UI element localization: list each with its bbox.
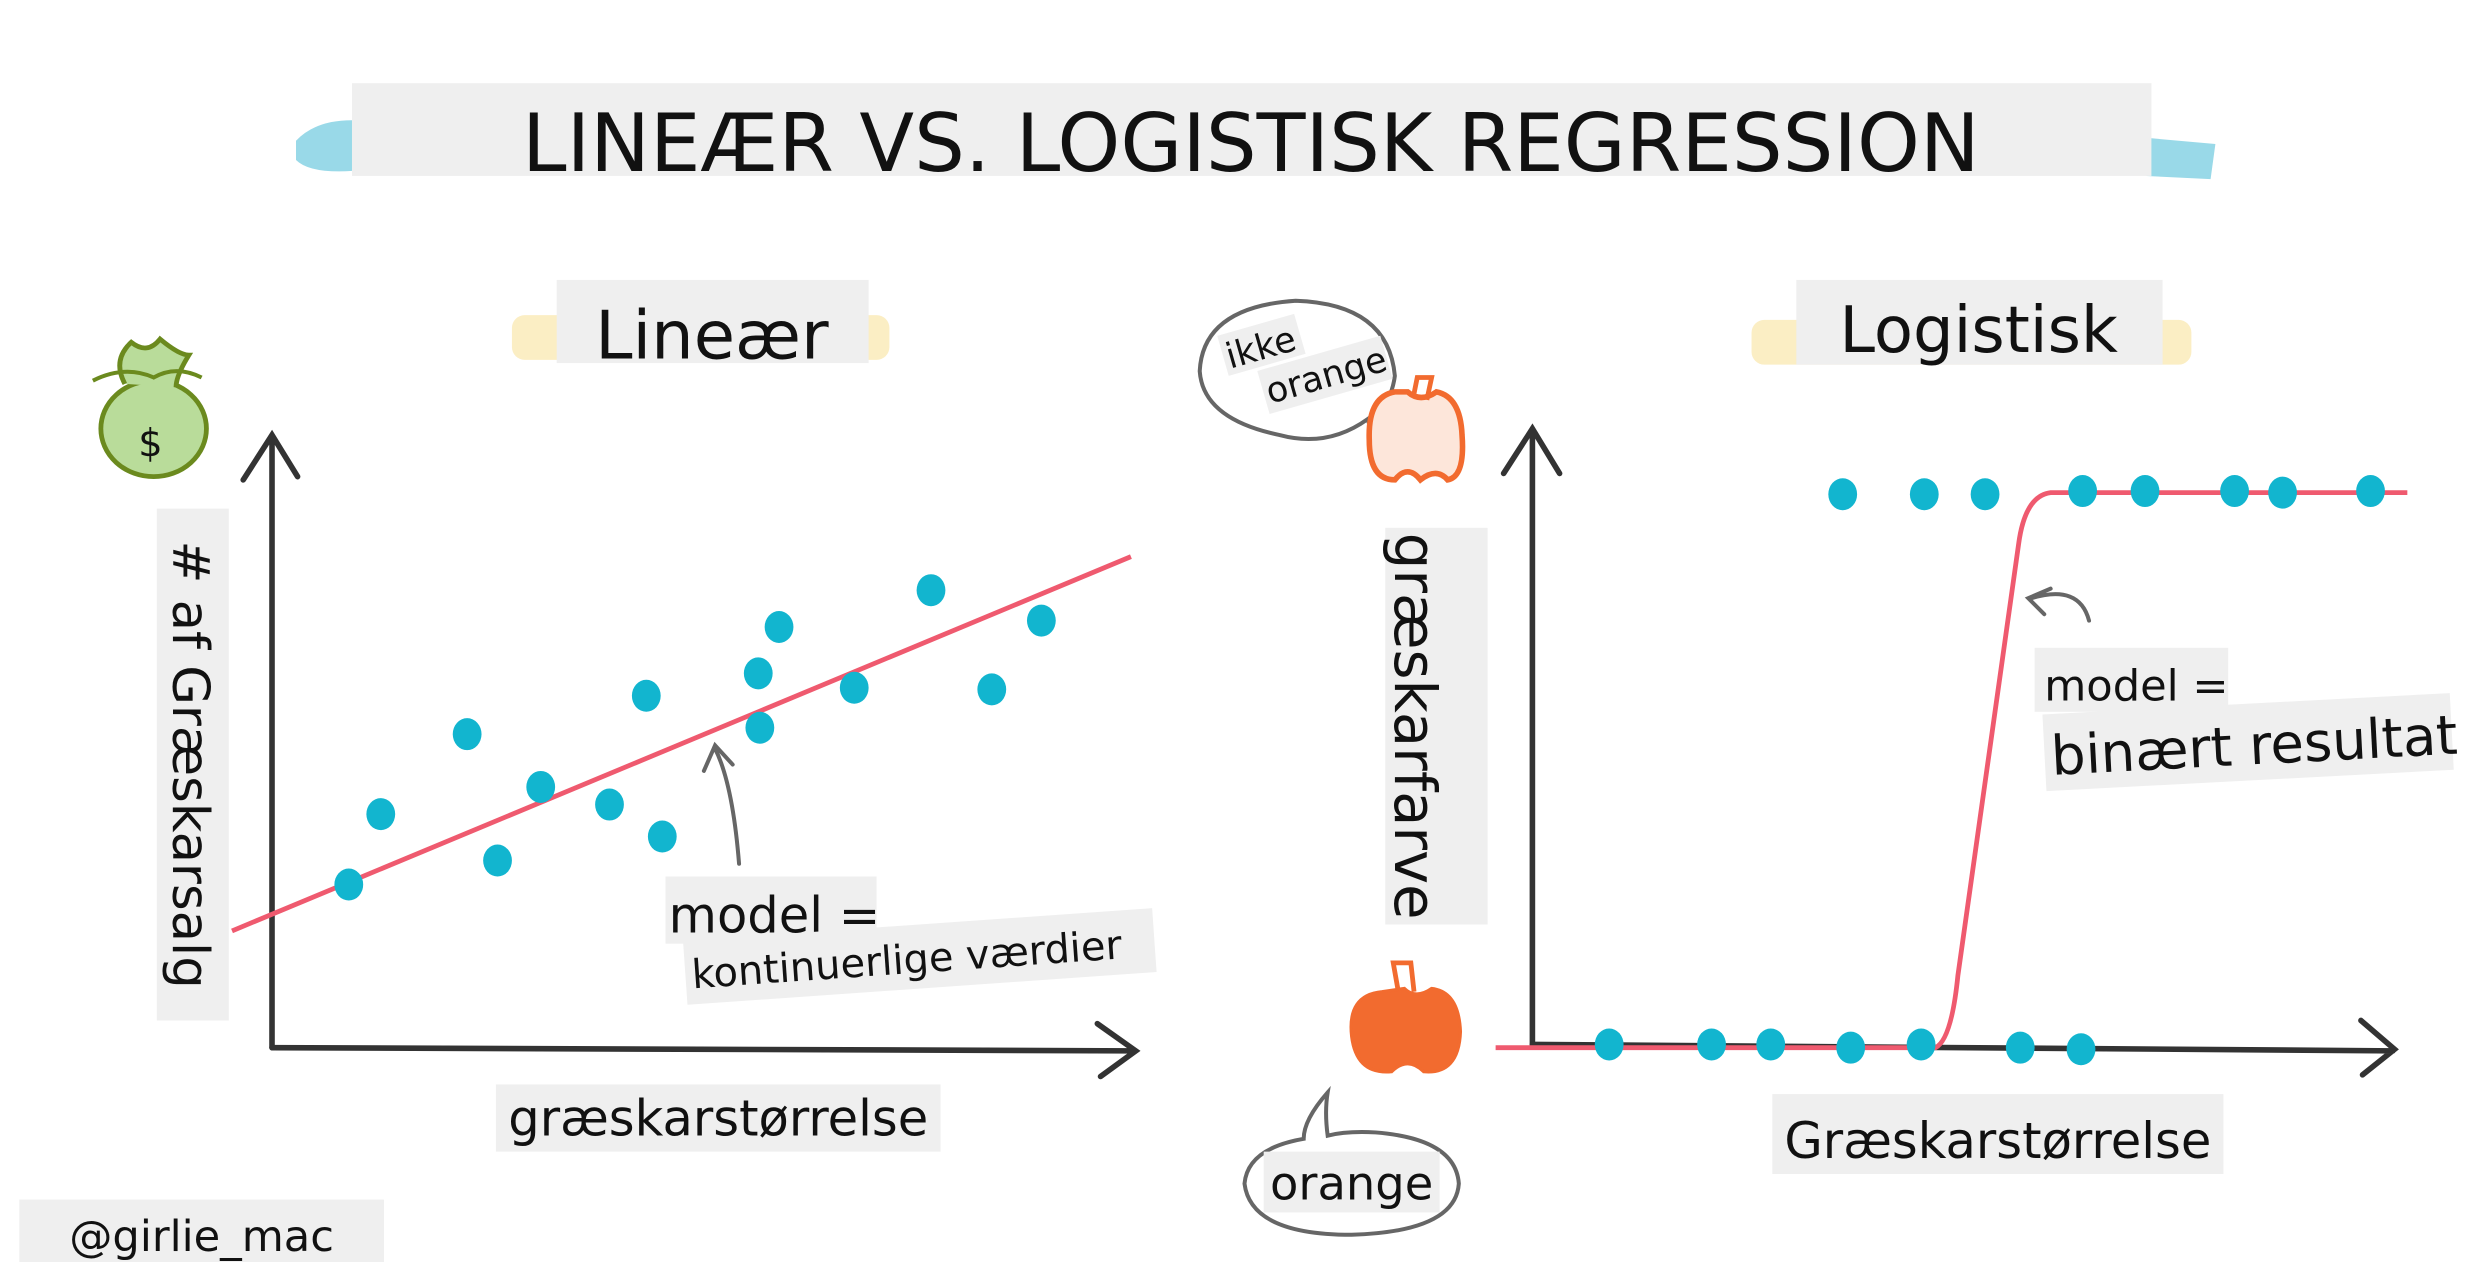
data-point [1594,1028,1624,1061]
data-point [2268,476,2297,509]
data-point [2005,1031,2035,1064]
linear-x-axis-label: græskarstørrelse [508,1090,928,1148]
data-point [1909,478,1939,511]
data-point [1026,604,1056,637]
logistic-y-axis-label: græskarfarve [1381,533,1448,920]
data-point [2130,475,2160,508]
data-point [839,671,869,704]
linear-model-line [231,554,1132,934]
arrow-icon [701,741,742,866]
data-point [366,798,396,831]
data-point [452,718,482,751]
money-bag-icon: $ [91,335,209,480]
data-point [1756,1028,1786,1061]
arrow-icon [2024,586,2092,623]
data-point [916,574,946,607]
money-symbol: $ [138,421,162,466]
linear-y-axis-label: # af Græskarsalg [160,540,220,988]
logistic-panel: Logistisk ikke orange orange græskarfarv… [1197,279,2459,1237]
data-point [1836,1031,1866,1064]
data-point [764,611,794,643]
data-point [1828,478,1858,511]
logistic-x-axis-label: Græskarstørrelse [1784,1112,2211,1170]
logistic-model-curve [1495,490,2408,1051]
linear-x-axis [269,1020,1141,1080]
bubble-orange: orange [1270,1157,1433,1211]
data-point [647,820,677,853]
data-point [334,868,364,901]
page-title: LINEÆR VS. LOGISTISK REGRESSION [522,97,1980,190]
data-point [745,711,775,744]
title-banner: LINEÆR VS. LOGISTISK REGRESSION [295,83,2216,190]
logistic-model-label: model = [2044,662,2228,712]
linear-heading: Lineær [595,296,829,374]
logistic-heading: Logistisk [1839,294,2118,368]
data-point [631,679,661,712]
linear-y-axis [240,429,301,1051]
data-point [2068,475,2098,508]
data-point [2220,475,2249,508]
data-point [977,673,1007,706]
pumpkin-filled-icon [1349,960,1463,1074]
pumpkin-outline-icon [1366,375,1466,484]
data-point [1697,1028,1726,1061]
data-point [483,844,512,877]
data-point [743,657,773,690]
data-point [2356,475,2385,508]
data-point [2066,1033,2096,1066]
data-point [1970,478,2000,511]
data-point [595,788,624,821]
credit: @girlie_mac [69,1212,334,1262]
logistic-y-axis [1500,423,1563,1048]
data-point [526,770,556,803]
linear-panel: Lineær $ # af Græskarsalg model = kontin… [91,279,1157,1152]
data-point [1906,1028,1936,1061]
